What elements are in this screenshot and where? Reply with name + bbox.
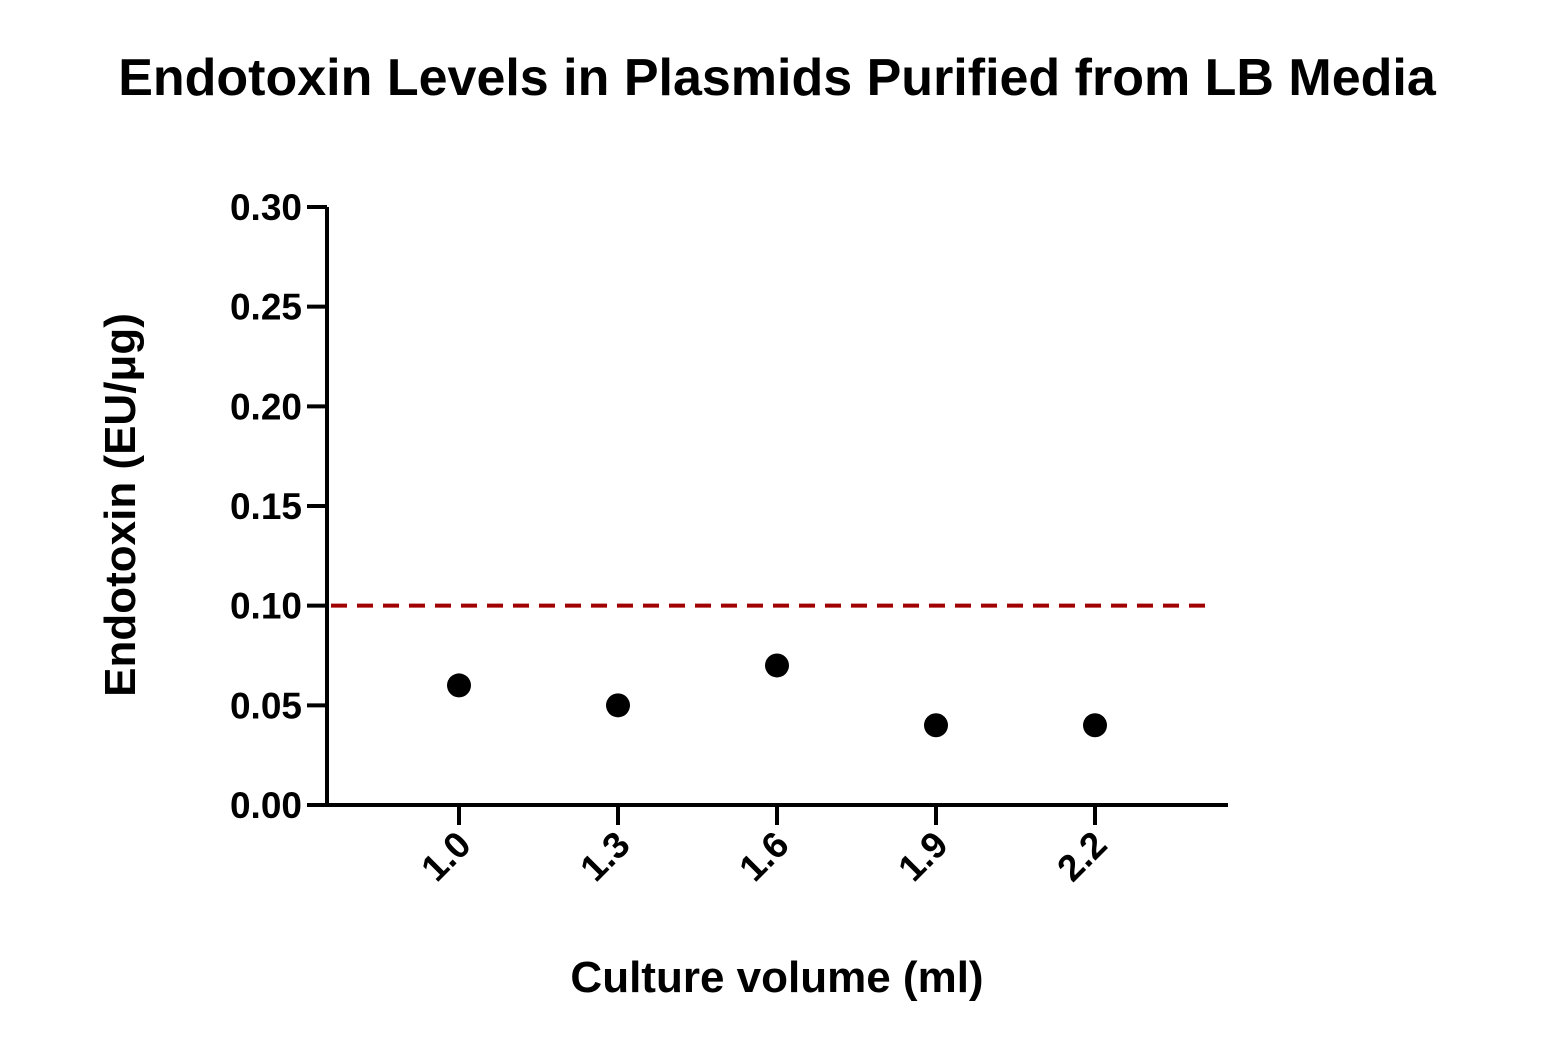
y-axis-ticks: 0.00 0.05 0.10 0.15 0.20 0.25 0.30 xyxy=(230,187,327,826)
x-axis-label: Culture volume (ml) xyxy=(570,953,983,1002)
y-axis-label: Endotoxin (EU/μg) xyxy=(96,313,145,697)
y-tick-label: 0.00 xyxy=(230,785,302,826)
data-point xyxy=(765,653,789,678)
data-point xyxy=(1083,713,1107,738)
data-point xyxy=(606,693,630,718)
x-tick-label: 1.6 xyxy=(731,824,796,889)
y-tick-label: 0.10 xyxy=(230,586,302,627)
y-tick-label: 0.15 xyxy=(230,486,302,527)
y-tick-label: 0.05 xyxy=(230,685,302,726)
y-tick-label: 0.30 xyxy=(230,187,302,228)
chart-title: Endotoxin Levels in Plasmids Purified fr… xyxy=(118,49,1437,107)
data-point xyxy=(924,713,948,738)
y-tick-label: 0.20 xyxy=(230,386,302,427)
x-tick-label: 1.0 xyxy=(413,824,478,889)
y-tick-label: 0.25 xyxy=(230,287,302,328)
plot-axes xyxy=(325,207,1228,807)
x-tick-label: 1.3 xyxy=(572,824,637,889)
x-axis-ticks: 1.0 1.3 1.6 1.9 2.2 xyxy=(413,805,1115,889)
x-tick-label: 2.2 xyxy=(1049,824,1114,889)
data-points xyxy=(447,653,1107,738)
data-point xyxy=(447,673,471,698)
x-tick-label: 1.9 xyxy=(890,824,955,889)
